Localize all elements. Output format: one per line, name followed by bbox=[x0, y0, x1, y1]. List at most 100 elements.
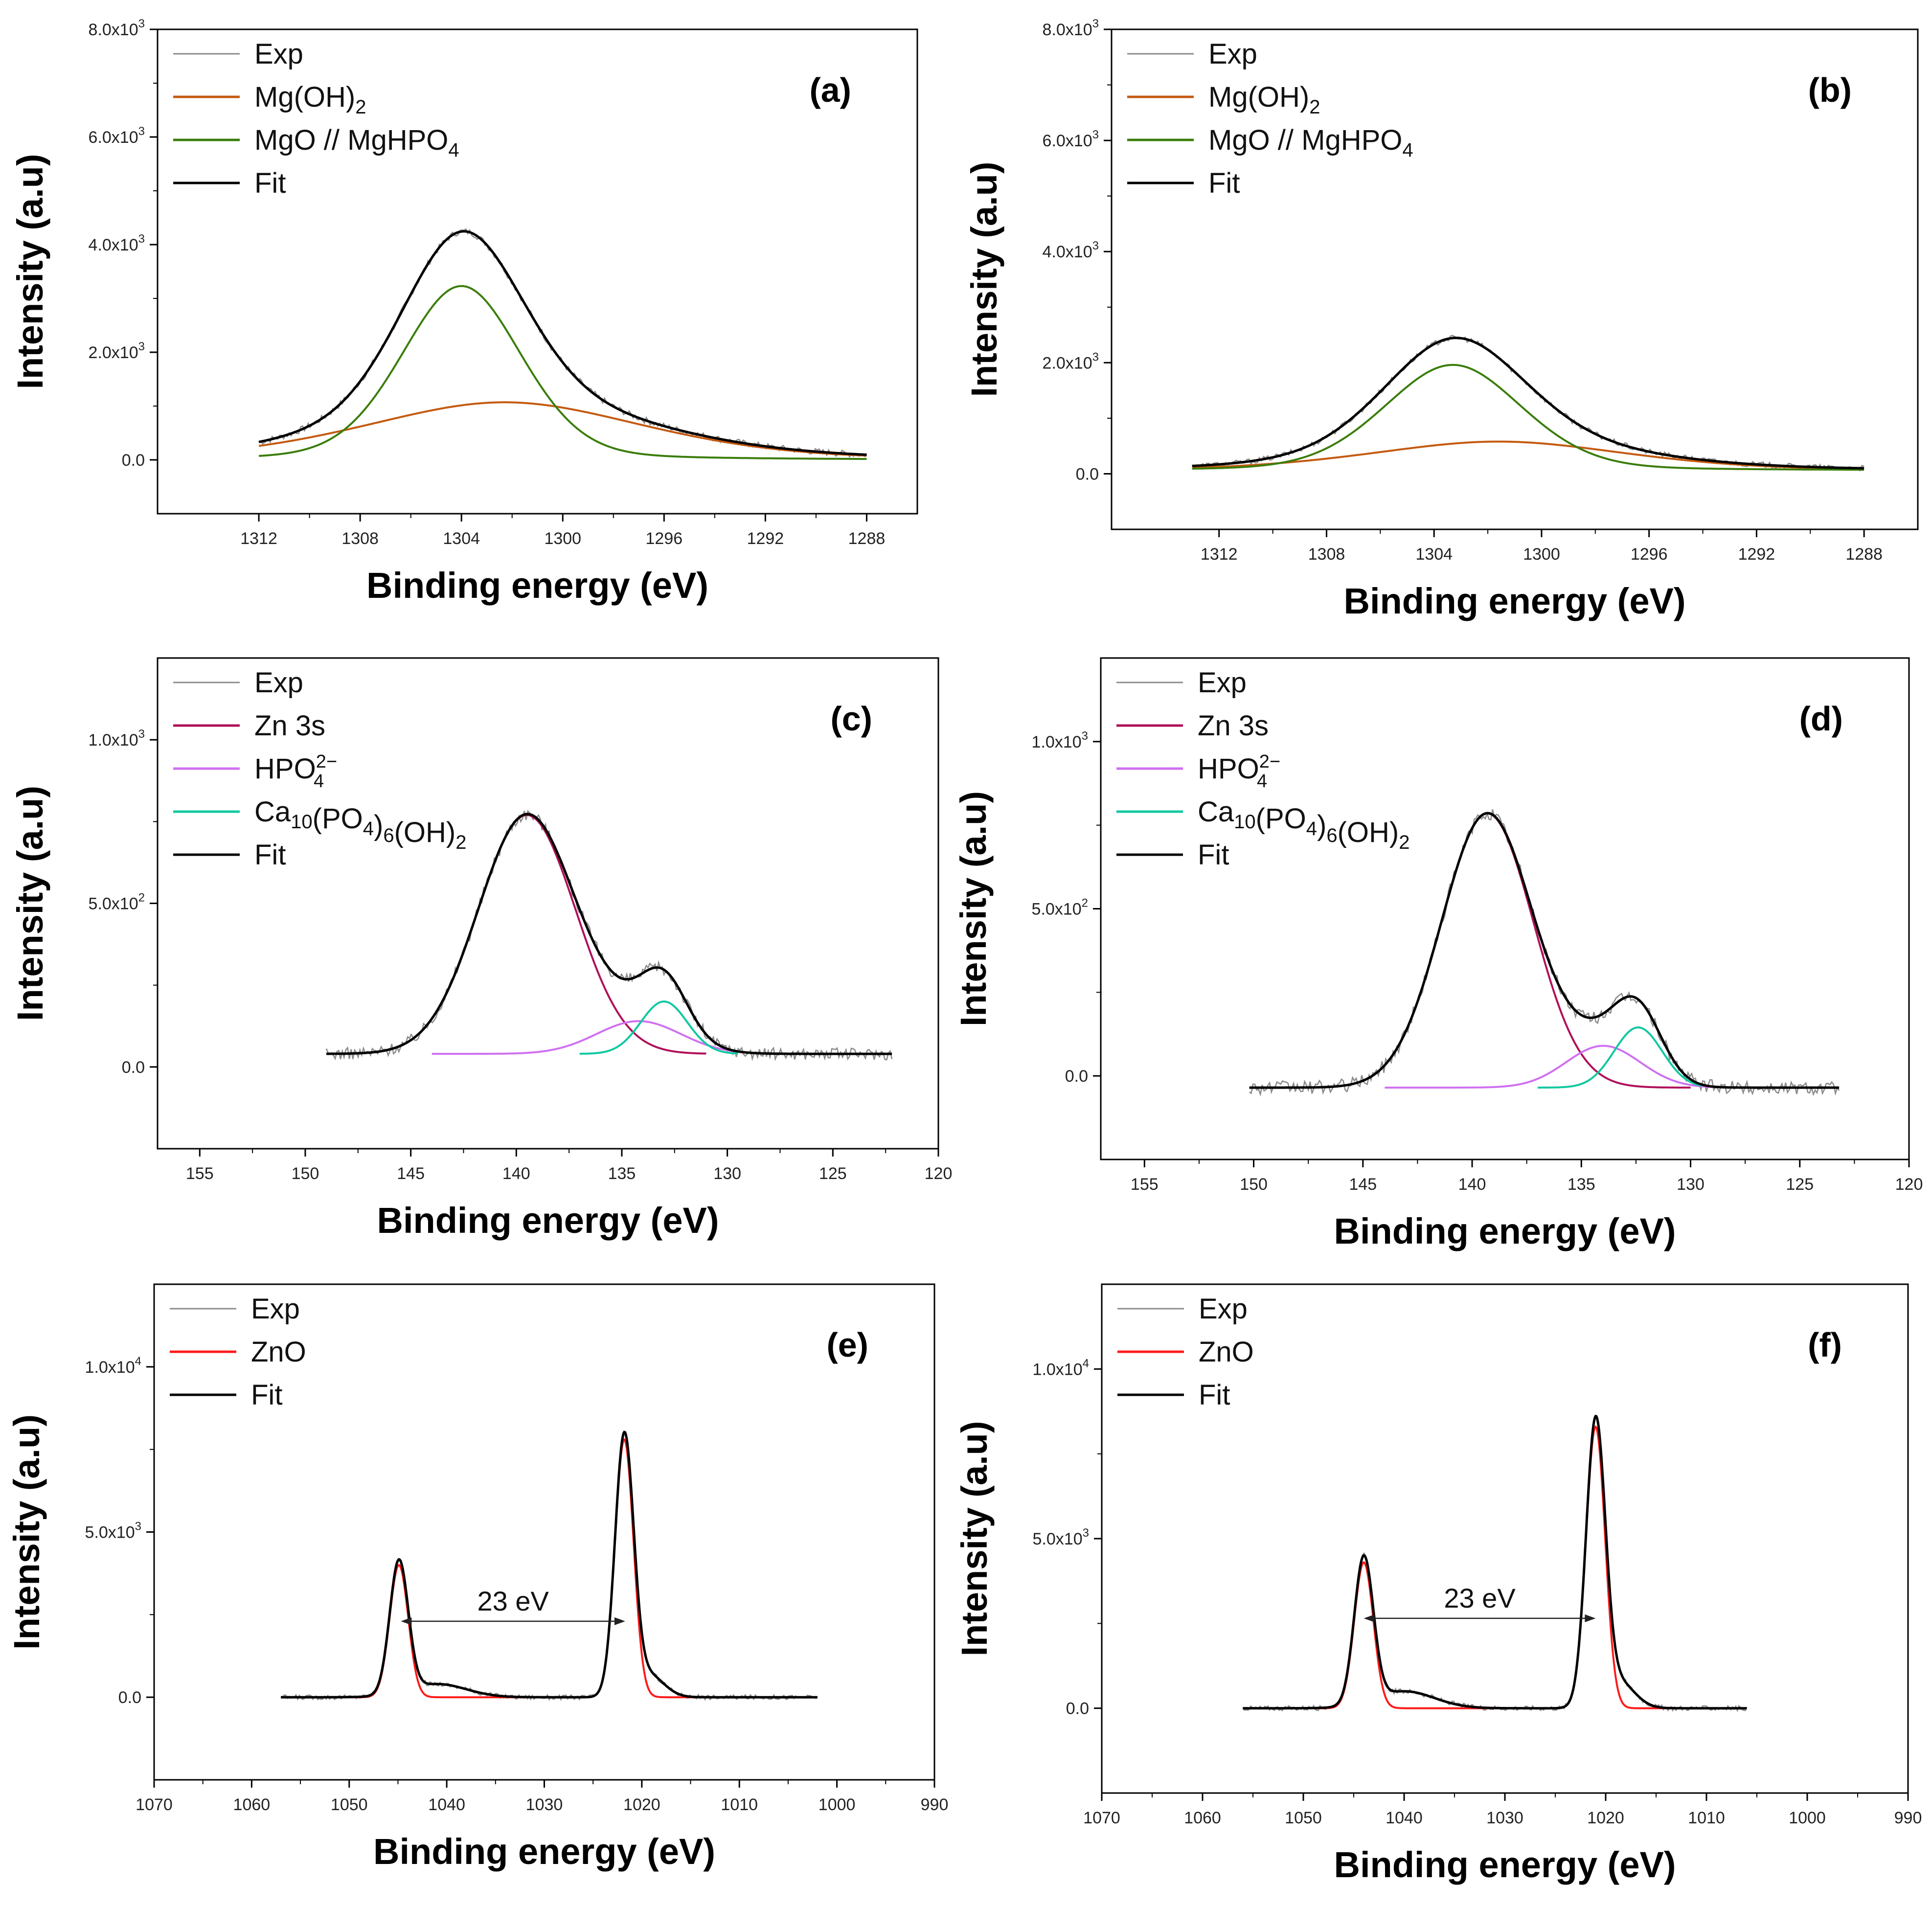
annotation-23ev: 23 eV bbox=[1364, 1583, 1596, 1622]
x-tick-label: 990 bbox=[921, 1795, 949, 1814]
x-tick-label: 125 bbox=[1786, 1175, 1814, 1194]
legend-label: Mg(OH)2 bbox=[1208, 81, 1320, 118]
series-ca10-po4-6-oh-2-line bbox=[1538, 1026, 1702, 1089]
legend-label: Fit bbox=[1198, 839, 1229, 871]
x-tick-label: 1010 bbox=[1688, 1809, 1725, 1827]
x-tick-label: 1060 bbox=[233, 1795, 271, 1814]
x-tick-label: 155 bbox=[186, 1164, 214, 1183]
annotation-arrowhead-left bbox=[401, 1617, 412, 1625]
y-tick-label: 1.0x103 bbox=[1032, 729, 1088, 751]
legend-label: Ca10(PO4)6(OH)2 bbox=[1198, 796, 1410, 853]
annotation-arrowhead-right bbox=[1585, 1614, 1596, 1622]
chart-panel-f: 1070 1060 1050 1040 1030 1020 1010 1000 990 0.0 5.… bbox=[954, 1283, 1922, 1885]
x-tick-label: 1304 bbox=[443, 529, 480, 548]
y-tick-label: 1.0x103 bbox=[89, 727, 145, 750]
x-tick-label: 1304 bbox=[1415, 545, 1453, 564]
series-exp-line bbox=[1249, 809, 1840, 1097]
x-tick-label: 125 bbox=[819, 1164, 847, 1183]
panel-label: (d) bbox=[1799, 700, 1843, 738]
legend-label: HPO2− 4 bbox=[254, 751, 337, 792]
x-tick-label: 130 bbox=[713, 1164, 741, 1183]
y-axis-title: Intensity (a.u) bbox=[953, 791, 994, 1026]
annotation-label: 23 eV bbox=[1444, 1583, 1516, 1613]
series-exp-line bbox=[1242, 1414, 1748, 1713]
curves bbox=[1191, 335, 1864, 472]
x-tick-label: 1000 bbox=[818, 1795, 856, 1814]
y-axis-title: Intensity (a.u) bbox=[10, 786, 50, 1021]
series-zn-3s-line bbox=[1362, 812, 1691, 1089]
series-exp-line bbox=[280, 1432, 818, 1702]
series-fit-line bbox=[1192, 337, 1864, 470]
series-fit-line bbox=[326, 813, 892, 1055]
x-tick-label: 1292 bbox=[747, 529, 784, 548]
curves bbox=[280, 1431, 818, 1702]
legend-label: Fit bbox=[254, 839, 286, 871]
series-fit-line bbox=[1249, 812, 1840, 1089]
x-tick-label: 1000 bbox=[1789, 1809, 1826, 1827]
y-tick-label: 4.0x103 bbox=[1043, 239, 1099, 261]
legend-label: Ca10(PO4)6(OH)2 bbox=[254, 796, 467, 853]
x-tick-label: 1308 bbox=[1308, 545, 1345, 564]
x-tick-label: 1060 bbox=[1184, 1809, 1221, 1827]
x-tick-label: 1070 bbox=[1083, 1809, 1120, 1827]
y-tick-label: 2.0x103 bbox=[1043, 350, 1099, 372]
x-tick-label: 120 bbox=[925, 1164, 953, 1183]
annotation-label: 23 eV bbox=[477, 1586, 549, 1616]
x-tick-label: 1020 bbox=[623, 1795, 660, 1814]
legend-label: Fit bbox=[1208, 167, 1240, 199]
x-tick-label: 1020 bbox=[1587, 1809, 1624, 1827]
legend-label: Mg(OH)2 bbox=[254, 81, 366, 118]
x-axis-title: Binding energy (eV) bbox=[377, 1200, 719, 1241]
legend-label: HPO2− 4 bbox=[1198, 751, 1280, 792]
legend: Exp Mg(OH)2 MgO // MgHPO4 Fit bbox=[173, 38, 459, 199]
y-tick-label: 8.0x103 bbox=[89, 17, 145, 39]
y-tick-label: 5.0x102 bbox=[89, 891, 145, 913]
x-tick-label: 140 bbox=[1458, 1175, 1486, 1194]
x-tick-label: 135 bbox=[1568, 1175, 1595, 1194]
x-tick-label: 1040 bbox=[428, 1795, 465, 1814]
x-tick-label: 155 bbox=[1131, 1175, 1159, 1194]
chart-panel-d: 155 150 145 140 135 130 125 120 0.0 5.0x102 1.0x10… bbox=[953, 657, 1923, 1251]
y-tick-label: 0.0 bbox=[122, 451, 145, 470]
x-tick-label: 1030 bbox=[1486, 1809, 1523, 1827]
annotation-23ev: 23 eV bbox=[401, 1586, 625, 1625]
curves bbox=[1242, 1414, 1748, 1713]
panel-label: (a) bbox=[809, 71, 851, 109]
series-zn-3s-line bbox=[431, 814, 706, 1055]
series-ca10-po4-6-oh-2-line bbox=[579, 1000, 738, 1055]
x-tick-label: 150 bbox=[1240, 1175, 1268, 1194]
series-fit-line bbox=[281, 1431, 818, 1699]
x-axis-title: Binding energy (eV) bbox=[1334, 1211, 1676, 1251]
curves bbox=[258, 228, 867, 460]
plot-frame bbox=[157, 28, 918, 515]
y-axis-title: Intensity (a.u) bbox=[10, 154, 50, 389]
x-tick-label: 120 bbox=[1895, 1175, 1923, 1194]
series-mg-oh-2-line bbox=[258, 401, 867, 457]
x-tick-label: 1030 bbox=[526, 1795, 563, 1814]
y-tick-label: 8.0x103 bbox=[1043, 17, 1099, 39]
legend-label: Zn 3s bbox=[1198, 710, 1269, 742]
y-tick-label: 4.0x103 bbox=[89, 232, 145, 254]
x-tick-label: 1312 bbox=[240, 529, 277, 548]
legend-label: Exp bbox=[1199, 1293, 1248, 1325]
curves bbox=[325, 810, 893, 1062]
x-tick-label: 1312 bbox=[1201, 545, 1238, 564]
series-exp-line bbox=[1191, 335, 1864, 472]
x-tick-label: 990 bbox=[1894, 1809, 1922, 1827]
x-tick-label: 1296 bbox=[646, 529, 683, 548]
x-tick-label: 1300 bbox=[1523, 545, 1560, 564]
x-tick-label: 1292 bbox=[1738, 545, 1775, 564]
y-tick-label: 6.0x103 bbox=[89, 125, 145, 147]
y-tick-label: 0.0 bbox=[1066, 1700, 1089, 1718]
x-axis-title: Binding energy (eV) bbox=[1334, 1844, 1676, 1885]
panel-label: (e) bbox=[826, 1326, 868, 1364]
y-axis-title: Intensity (a.u) bbox=[954, 1421, 995, 1656]
curves bbox=[1249, 809, 1840, 1097]
chart-panel-b: 1312 1308 1304 1300 1296 1292 1288 0.0 2.0x103 4.… bbox=[964, 17, 1919, 621]
panel-label: (f) bbox=[1808, 1326, 1842, 1364]
y-axis-title: Intensity (a.u) bbox=[6, 1414, 47, 1650]
y-axis-title: Intensity (a.u) bbox=[964, 161, 1004, 397]
y-tick-label: 2.0x103 bbox=[89, 340, 145, 362]
